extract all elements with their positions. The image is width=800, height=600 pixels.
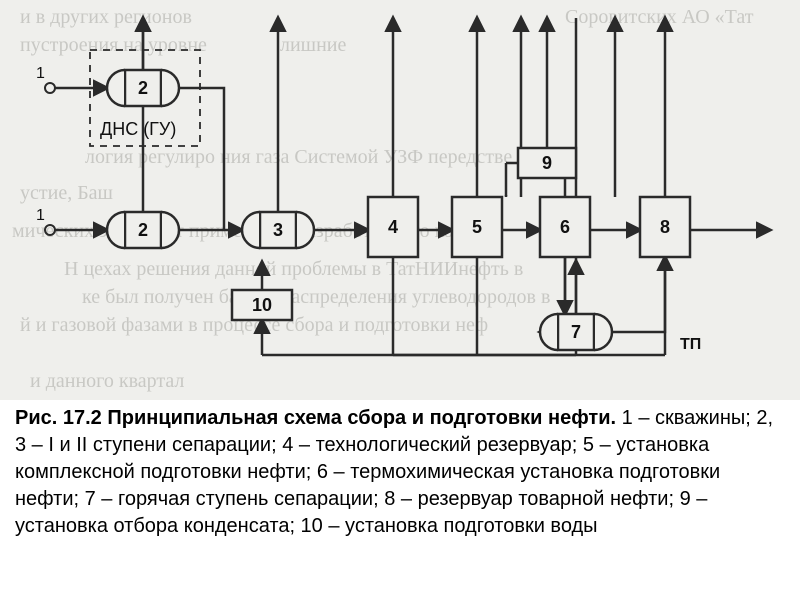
svg-text:3: 3: [273, 220, 283, 240]
svg-text:7: 7: [571, 322, 581, 342]
svg-text:ДНС (ГУ): ДНС (ГУ): [100, 119, 176, 139]
caption-title: Рис. 17.2 Принципиальная схема сбора и п…: [15, 407, 616, 429]
svg-text:1: 1: [36, 207, 45, 224]
svg-text:2: 2: [138, 220, 148, 240]
figure-caption: Рис. 17.2 Принципиальная схема сбора и п…: [15, 405, 785, 540]
svg-text:6: 6: [560, 217, 570, 237]
svg-text:9: 9: [542, 153, 552, 173]
svg-text:10: 10: [252, 295, 272, 315]
process-diagram: и в других регионовСоровитских АО «Татпу…: [0, 0, 800, 400]
svg-text:8: 8: [660, 217, 670, 237]
svg-text:5: 5: [472, 217, 482, 237]
diagram-svg: 2 2 3 4 5 9 6 7 8 10 1 ДНС (ГУ) 1 ТП: [0, 0, 800, 400]
svg-text:1: 1: [36, 65, 45, 82]
svg-text:4: 4: [388, 217, 398, 237]
svg-text:ТП: ТП: [680, 336, 701, 353]
svg-text:2: 2: [138, 78, 148, 98]
